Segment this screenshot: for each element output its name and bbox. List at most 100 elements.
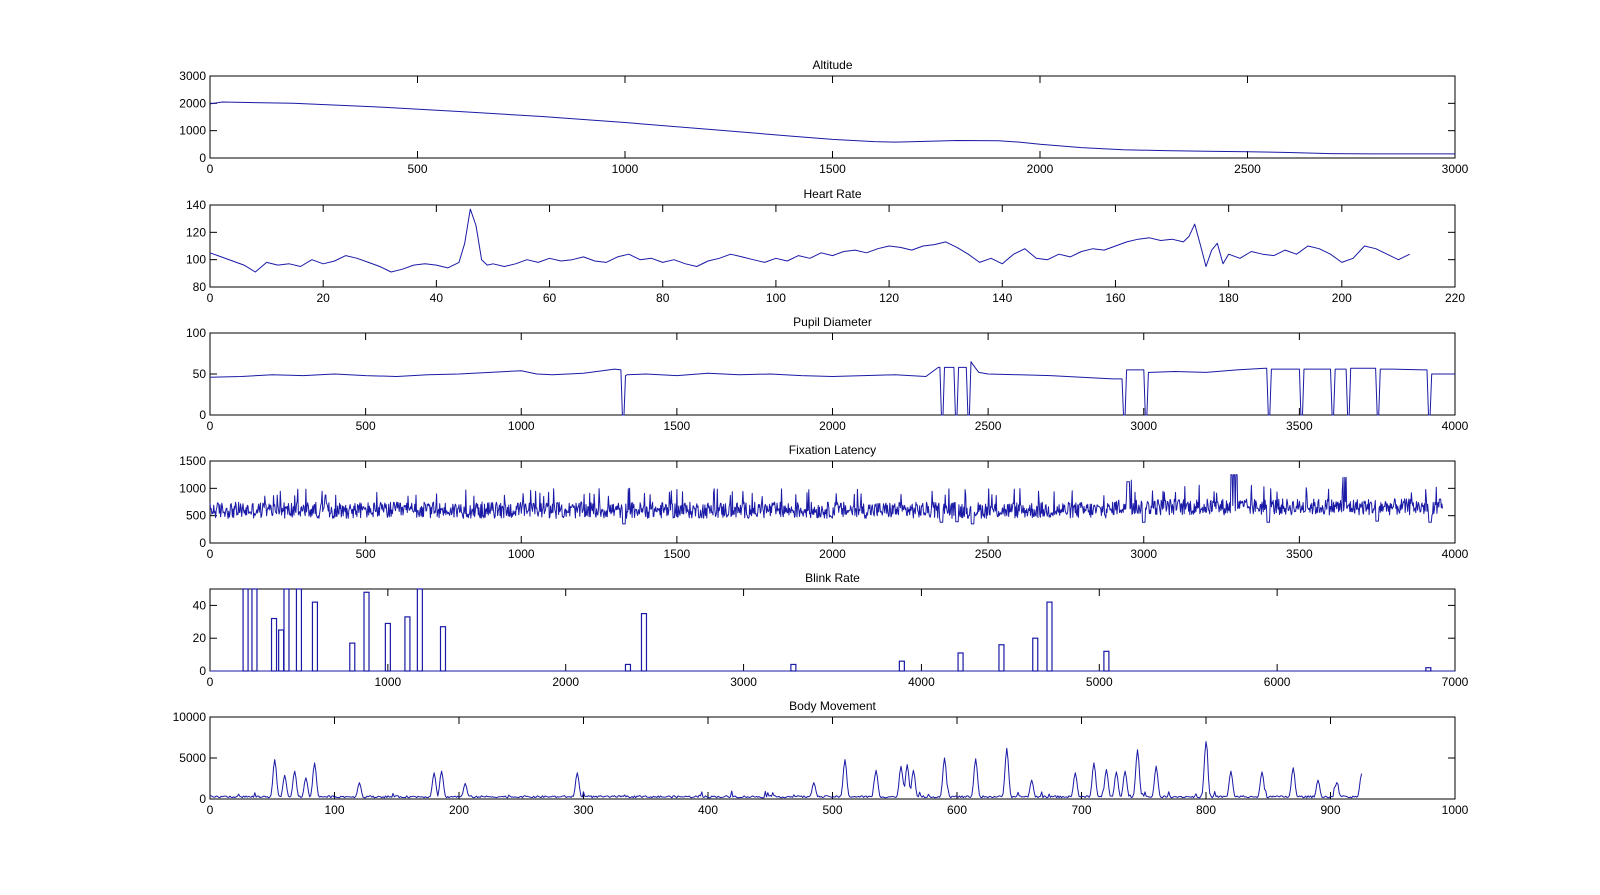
x-tick-label: 400 (698, 803, 718, 817)
y-tick-label: 100 (186, 326, 206, 340)
y-tick-label: 0 (199, 664, 206, 678)
x-tick-label: 120 (879, 291, 899, 305)
x-tick-label: 100 (766, 291, 786, 305)
axes-frame (209, 75, 1456, 159)
axes-frame (209, 588, 1456, 672)
x-tick-label: 2500 (975, 547, 1002, 561)
y-tick-label: 80 (193, 280, 207, 294)
x-tick-label: 160 (1105, 291, 1125, 305)
axes-frame (209, 460, 1456, 544)
subplot-5: Body Movement 0 100 200 300 400 500 600 700 800 90… (173, 699, 1469, 817)
x-tick-label: 3000 (730, 675, 757, 689)
x-tick-label: 2000 (819, 547, 846, 561)
x-tick-label: 0 (207, 803, 214, 817)
y-tick-label: 1000 (179, 124, 206, 138)
x-tick-label: 1000 (612, 162, 639, 176)
x-tick-label: 1000 (1442, 803, 1469, 817)
x-tick-label: 2500 (1234, 162, 1261, 176)
x-tick-label: 80 (656, 291, 670, 305)
x-tick-label: 3500 (1286, 547, 1313, 561)
y-tick-label: 1500 (179, 454, 206, 468)
x-tick-label: 500 (356, 547, 376, 561)
x-tick-label: 2000 (552, 675, 579, 689)
x-tick-label: 200 (1332, 291, 1352, 305)
x-tick-label: 3000 (1130, 547, 1157, 561)
subplot-title: Heart Rate (803, 187, 861, 201)
x-tick-label: 200 (449, 803, 469, 817)
x-tick-label: 0 (207, 162, 214, 176)
subplot-title: Altitude (812, 58, 852, 72)
x-tick-label: 7000 (1442, 675, 1469, 689)
y-tick-label: 40 (193, 598, 207, 612)
x-tick-label: 0 (207, 291, 214, 305)
subplot-title: Blink Rate (805, 571, 860, 585)
x-tick-label: 60 (543, 291, 557, 305)
x-tick-label: 140 (992, 291, 1012, 305)
x-tick-label: 220 (1445, 291, 1465, 305)
subplot-title: Fixation Latency (789, 443, 876, 457)
subplot-title: Body Movement (789, 699, 876, 713)
x-tick-label: 40 (430, 291, 444, 305)
x-tick-label: 800 (1196, 803, 1216, 817)
x-tick-label: 2500 (975, 419, 1002, 433)
series-line (210, 741, 1363, 799)
x-tick-label: 700 (1071, 803, 1091, 817)
series-line (209, 361, 1455, 416)
x-tick-label: 1000 (508, 419, 535, 433)
y-tick-label: 5000 (179, 751, 206, 765)
x-tick-label: 4000 (1442, 419, 1469, 433)
y-tick-label: 0 (199, 536, 206, 550)
y-tick-label: 50 (193, 367, 207, 381)
y-tick-label: 2000 (179, 96, 206, 110)
subplot-4: Blink Rate 0 1000 2000 3000 4000 5000 6000 7000 0… (193, 571, 1469, 689)
x-tick-label: 300 (573, 803, 593, 817)
x-tick-label: 1500 (664, 547, 691, 561)
x-tick-label: 1500 (664, 419, 691, 433)
x-tick-label: 6000 (1264, 675, 1291, 689)
x-tick-label: 600 (947, 803, 967, 817)
y-tick-label: 0 (199, 151, 206, 165)
subplot-title: Pupil Diameter (793, 315, 872, 329)
x-tick-label: 500 (407, 162, 427, 176)
y-tick-label: 10000 (173, 710, 207, 724)
x-tick-label: 0 (207, 419, 214, 433)
y-tick-label: 140 (186, 198, 206, 212)
subplot-3: Fixation Latency 0 500 1000 1500 2000 2500 3000… (179, 443, 1468, 561)
axes-frame (209, 204, 1456, 288)
subplot-0: Altitude 0 500 1000 1500 2000 2500 3000 0 1000 200… (179, 58, 1468, 176)
x-tick-label: 500 (356, 419, 376, 433)
y-tick-label: 120 (186, 225, 206, 239)
y-tick-label: 100 (186, 253, 206, 267)
x-tick-label: 900 (1320, 803, 1340, 817)
y-tick-label: 500 (186, 509, 206, 523)
subplot-1: Heart Rate 0 20 40 60 80 100 120 140 160 180 200 220… (186, 187, 1465, 305)
y-tick-label: 3000 (179, 69, 206, 83)
y-tick-label: 0 (199, 408, 206, 422)
y-tick-label: 20 (193, 631, 207, 645)
x-tick-label: 180 (1219, 291, 1239, 305)
x-tick-label: 4000 (908, 675, 935, 689)
x-tick-label: 1500 (819, 162, 846, 176)
x-tick-label: 500 (822, 803, 842, 817)
x-tick-label: 5000 (1086, 675, 1113, 689)
x-tick-label: 4000 (1442, 547, 1469, 561)
x-tick-label: 3000 (1130, 419, 1157, 433)
y-tick-label: 0 (199, 792, 206, 806)
axes-frame (209, 716, 1456, 800)
x-tick-label: 3000 (1442, 162, 1469, 176)
series-line (209, 474, 1443, 525)
x-tick-label: 3500 (1286, 419, 1313, 433)
series-line (209, 208, 1410, 273)
x-tick-label: 1000 (508, 547, 535, 561)
x-tick-label: 20 (317, 291, 331, 305)
x-tick-label: 0 (207, 547, 214, 561)
y-tick-label: 1000 (179, 481, 206, 495)
x-tick-label: 1000 (375, 675, 402, 689)
x-tick-label: 0 (207, 675, 214, 689)
x-tick-label: 2000 (1027, 162, 1054, 176)
x-tick-label: 2000 (819, 419, 846, 433)
x-tick-label: 100 (324, 803, 344, 817)
series-line (209, 101, 1455, 155)
